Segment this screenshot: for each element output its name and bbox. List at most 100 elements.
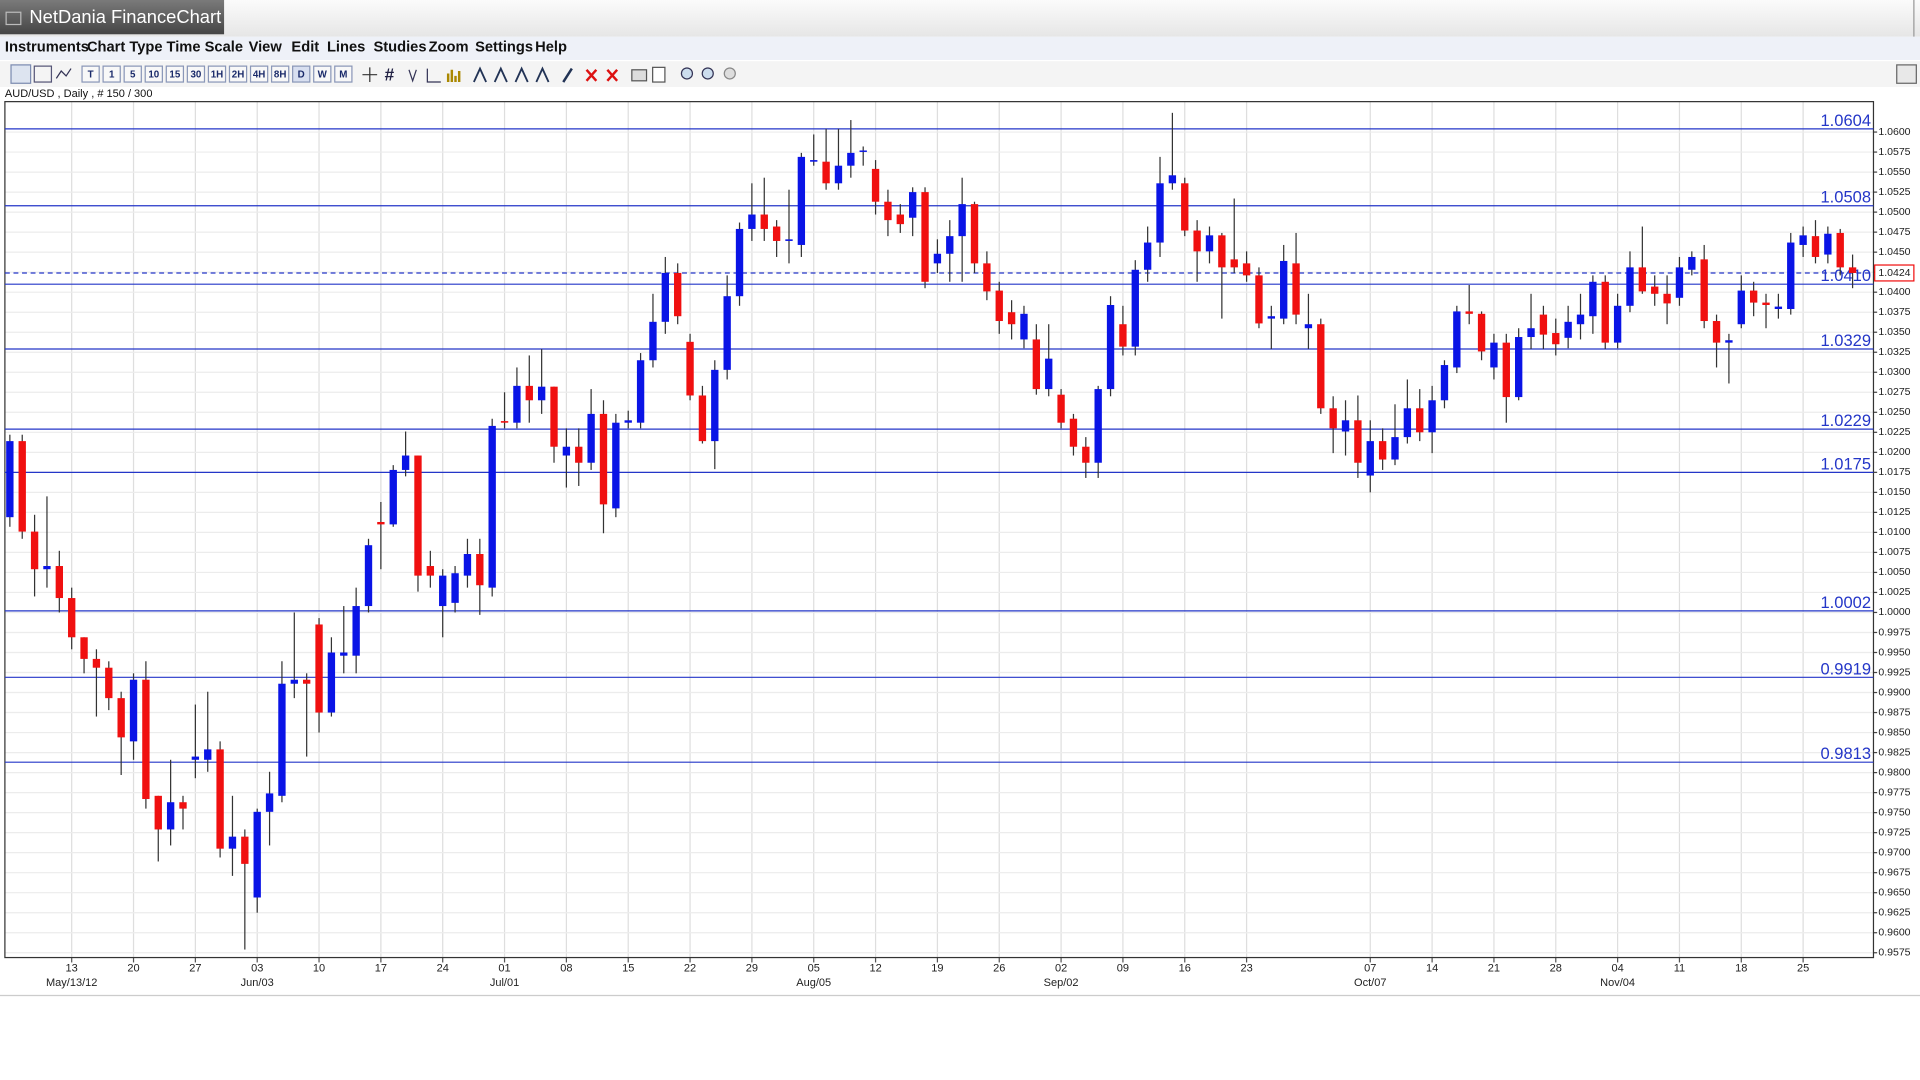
candle-body xyxy=(884,201,892,221)
interval-button[interactable] xyxy=(207,65,227,83)
x-tick-label: 26 xyxy=(993,962,1005,974)
x-month-label: Nov/04 xyxy=(1600,977,1635,989)
tool-button[interactable] xyxy=(33,65,53,83)
candle-body xyxy=(1663,293,1671,304)
plot-frame xyxy=(4,101,1875,959)
candle-body xyxy=(711,369,719,442)
y-tick-label: 0.9800 xyxy=(1878,766,1910,778)
interval-button[interactable] xyxy=(249,65,269,83)
candle-body xyxy=(364,545,373,607)
candle-body xyxy=(414,455,422,576)
candle-body xyxy=(1267,316,1275,319)
tool-button[interactable] xyxy=(701,67,714,80)
x-tick-label: 10 xyxy=(313,962,325,974)
menu-item[interactable]: Zoom xyxy=(429,40,469,56)
tool-button[interactable] xyxy=(631,69,648,82)
x-tick-label: 19 xyxy=(931,962,943,974)
menu-item[interactable]: Chart Type xyxy=(87,40,163,56)
y-tick-label: 1.0575 xyxy=(1878,146,1910,158)
menu-item[interactable]: Instruments xyxy=(5,40,89,56)
interval-button[interactable] xyxy=(81,65,100,83)
candle-body xyxy=(55,566,63,599)
interval-button[interactable] xyxy=(292,65,311,83)
candle-body xyxy=(575,446,583,463)
title-tab xyxy=(0,0,225,35)
candle-body xyxy=(562,446,571,456)
menu-item[interactable]: Edit xyxy=(291,40,319,56)
candle-body xyxy=(1057,394,1065,423)
candle-body xyxy=(1304,324,1313,329)
interval-button[interactable] xyxy=(186,65,206,83)
tool-button[interactable] xyxy=(652,66,666,83)
candle-body xyxy=(1416,408,1424,433)
tool-button[interactable] xyxy=(426,68,441,83)
candle-body xyxy=(315,624,323,713)
tool-button[interactable] xyxy=(10,64,32,84)
tool-button[interactable] xyxy=(562,67,573,83)
candle-body xyxy=(1651,286,1659,294)
panel-button[interactable] xyxy=(1896,64,1917,84)
tool-button[interactable] xyxy=(446,69,461,83)
y-tick-label: 1.0350 xyxy=(1878,326,1910,338)
menu-item[interactable]: Help xyxy=(535,40,567,56)
y-tick-label: 0.9725 xyxy=(1878,826,1910,838)
interval-button[interactable] xyxy=(228,65,248,83)
candle-body xyxy=(105,667,113,699)
menu-item[interactable]: Settings xyxy=(475,40,533,56)
candle-body xyxy=(995,290,1003,322)
candle-body xyxy=(1156,183,1164,243)
x-tick-label: 09 xyxy=(1117,962,1129,974)
x-tick-label: 03 xyxy=(251,962,263,974)
candle-body xyxy=(426,566,435,576)
x-month-label: Jun/03 xyxy=(241,977,274,989)
candle-body xyxy=(970,204,979,264)
interval-button[interactable] xyxy=(123,65,142,83)
menu-item[interactable]: Time Scale xyxy=(167,40,243,56)
interval-button[interactable] xyxy=(313,65,332,83)
candle-body xyxy=(1007,312,1016,325)
tool-button[interactable] xyxy=(606,68,619,82)
y-tick-label: 1.0500 xyxy=(1878,206,1910,218)
tool-button[interactable] xyxy=(362,67,378,83)
candle-body xyxy=(68,598,76,638)
interval-button[interactable] xyxy=(102,65,121,83)
x-tick-label: 01 xyxy=(498,962,510,974)
y-tick-label: 0.9900 xyxy=(1878,686,1910,698)
menu-item[interactable]: Studies xyxy=(373,40,426,56)
tool-button[interactable] xyxy=(680,67,694,80)
interval-label: 15 xyxy=(169,69,180,80)
y-tick-label: 0.9825 xyxy=(1878,746,1910,758)
app-icon xyxy=(5,11,22,26)
tool-button[interactable]: # xyxy=(385,64,395,84)
menu-item[interactable]: View xyxy=(249,40,283,56)
candle-body xyxy=(18,441,26,532)
interval-button[interactable] xyxy=(270,65,290,83)
tool-button[interactable] xyxy=(723,67,736,80)
y-tick-label: 1.0300 xyxy=(1878,366,1910,378)
candle-body xyxy=(216,749,224,849)
candle-body xyxy=(1341,420,1350,432)
interval-button[interactable] xyxy=(144,65,163,83)
level-label: 1.0508 xyxy=(1821,188,1872,207)
interval-button[interactable] xyxy=(165,65,185,83)
candle-body xyxy=(698,395,707,442)
candle-body xyxy=(1094,389,1102,463)
candle-body xyxy=(909,192,917,218)
menu-item[interactable]: Lines xyxy=(327,40,365,56)
tool-button[interactable] xyxy=(55,68,72,79)
tool-button[interactable] xyxy=(408,69,417,83)
candle-body xyxy=(92,658,101,668)
y-tick-label: 0.9975 xyxy=(1878,626,1910,638)
tool-button[interactable] xyxy=(473,66,550,83)
candle-body xyxy=(537,386,546,401)
interval-label: 30 xyxy=(190,69,201,80)
candle-body xyxy=(179,802,187,809)
interval-label: D xyxy=(298,69,305,80)
candle-body xyxy=(1119,324,1127,347)
tool-button[interactable] xyxy=(585,68,598,82)
candle-body xyxy=(228,836,237,849)
candle-body xyxy=(1675,267,1684,298)
candle-body xyxy=(80,637,88,659)
interval-button[interactable] xyxy=(334,65,353,83)
